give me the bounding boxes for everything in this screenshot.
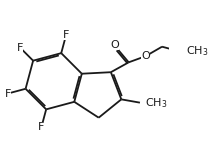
Text: F: F	[38, 122, 45, 132]
Text: CH$_3$: CH$_3$	[145, 96, 168, 110]
Text: F: F	[5, 89, 11, 99]
Text: O: O	[110, 40, 119, 50]
Text: CH$_3$: CH$_3$	[186, 45, 208, 58]
Text: F: F	[63, 30, 69, 40]
Text: F: F	[17, 43, 23, 53]
Text: O: O	[141, 51, 150, 61]
